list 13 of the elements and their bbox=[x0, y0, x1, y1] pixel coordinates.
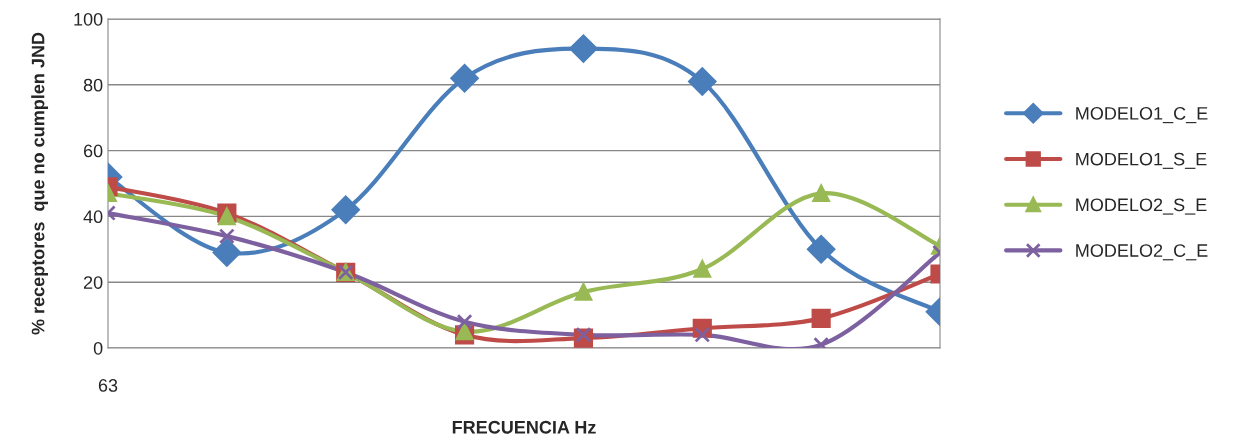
legend-label: MODELO2_S_E bbox=[1076, 198, 1207, 215]
y-tick-label: 0 bbox=[93, 341, 103, 355]
y-tick-label: 20 bbox=[83, 276, 103, 289]
x-axis-title: FRECUENCIA Hz bbox=[452, 420, 596, 434]
legend-label: MODELO2_C_E bbox=[1076, 244, 1208, 261]
y-tick-label: 100 bbox=[74, 12, 103, 26]
y-tick-label: 40 bbox=[83, 210, 103, 224]
legend-label: MODELO1_S_E bbox=[1076, 152, 1207, 169]
x-tick-label: 63 bbox=[98, 379, 118, 392]
y-tick-label: 60 bbox=[83, 144, 103, 158]
legend-label: MODELO1_C_E bbox=[1076, 106, 1208, 124]
y-axis-title: % receptores que no cumplen JND bbox=[31, 32, 49, 335]
y-tick-label: 80 bbox=[83, 78, 103, 92]
